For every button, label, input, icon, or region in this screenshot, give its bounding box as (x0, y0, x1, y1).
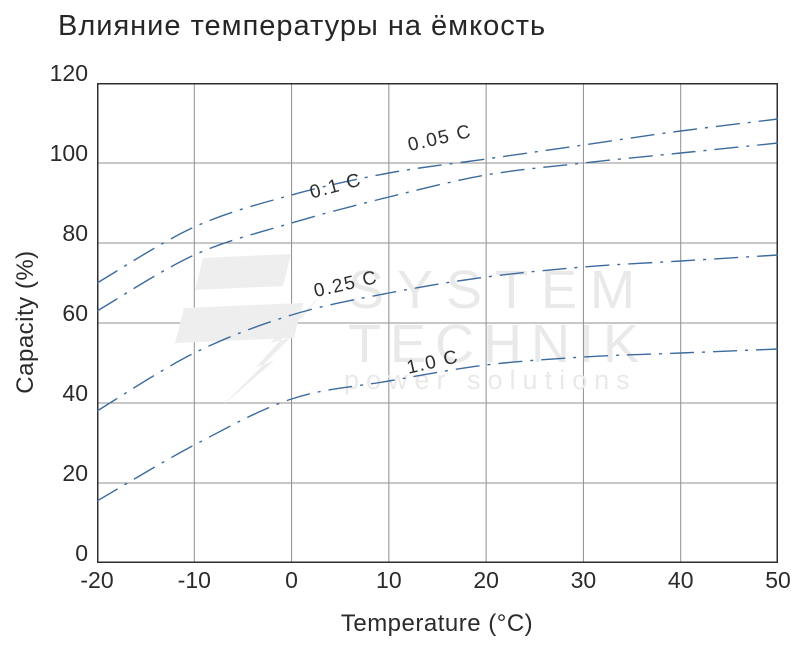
y-tick-label: 40 (62, 380, 88, 406)
x-tick-label: 40 (667, 567, 694, 593)
curve-1.0C (97, 348, 778, 502)
y-tick-label: 0 (75, 540, 88, 566)
x-tick-label: -20 (80, 567, 114, 593)
y-tick-label: 120 (49, 60, 88, 86)
x-axis-title: Temperature (°C) (340, 610, 534, 637)
y-tick-label: 100 (49, 140, 88, 166)
x-tick-label: 10 (376, 567, 402, 593)
y-tick-label: 20 (62, 460, 88, 486)
x-tick-label: 20 (473, 567, 499, 593)
curve-0.1C (97, 142, 778, 312)
x-tick-label: -10 (177, 567, 211, 593)
y-tick-label: 60 (62, 300, 88, 326)
grid (97, 83, 778, 563)
plot-border (97, 83, 778, 563)
curve-0.25C (97, 254, 778, 412)
curve-0.05C (97, 118, 778, 284)
y-tick-label: 80 (62, 220, 88, 246)
curves (97, 118, 778, 502)
chart-title: Влияние температуры на ёмкость (58, 10, 547, 42)
x-tick-label: 30 (570, 567, 597, 593)
x-tick-label: 50 (765, 567, 791, 593)
plot-area (97, 83, 778, 563)
x-tick-label: 0 (285, 567, 298, 593)
